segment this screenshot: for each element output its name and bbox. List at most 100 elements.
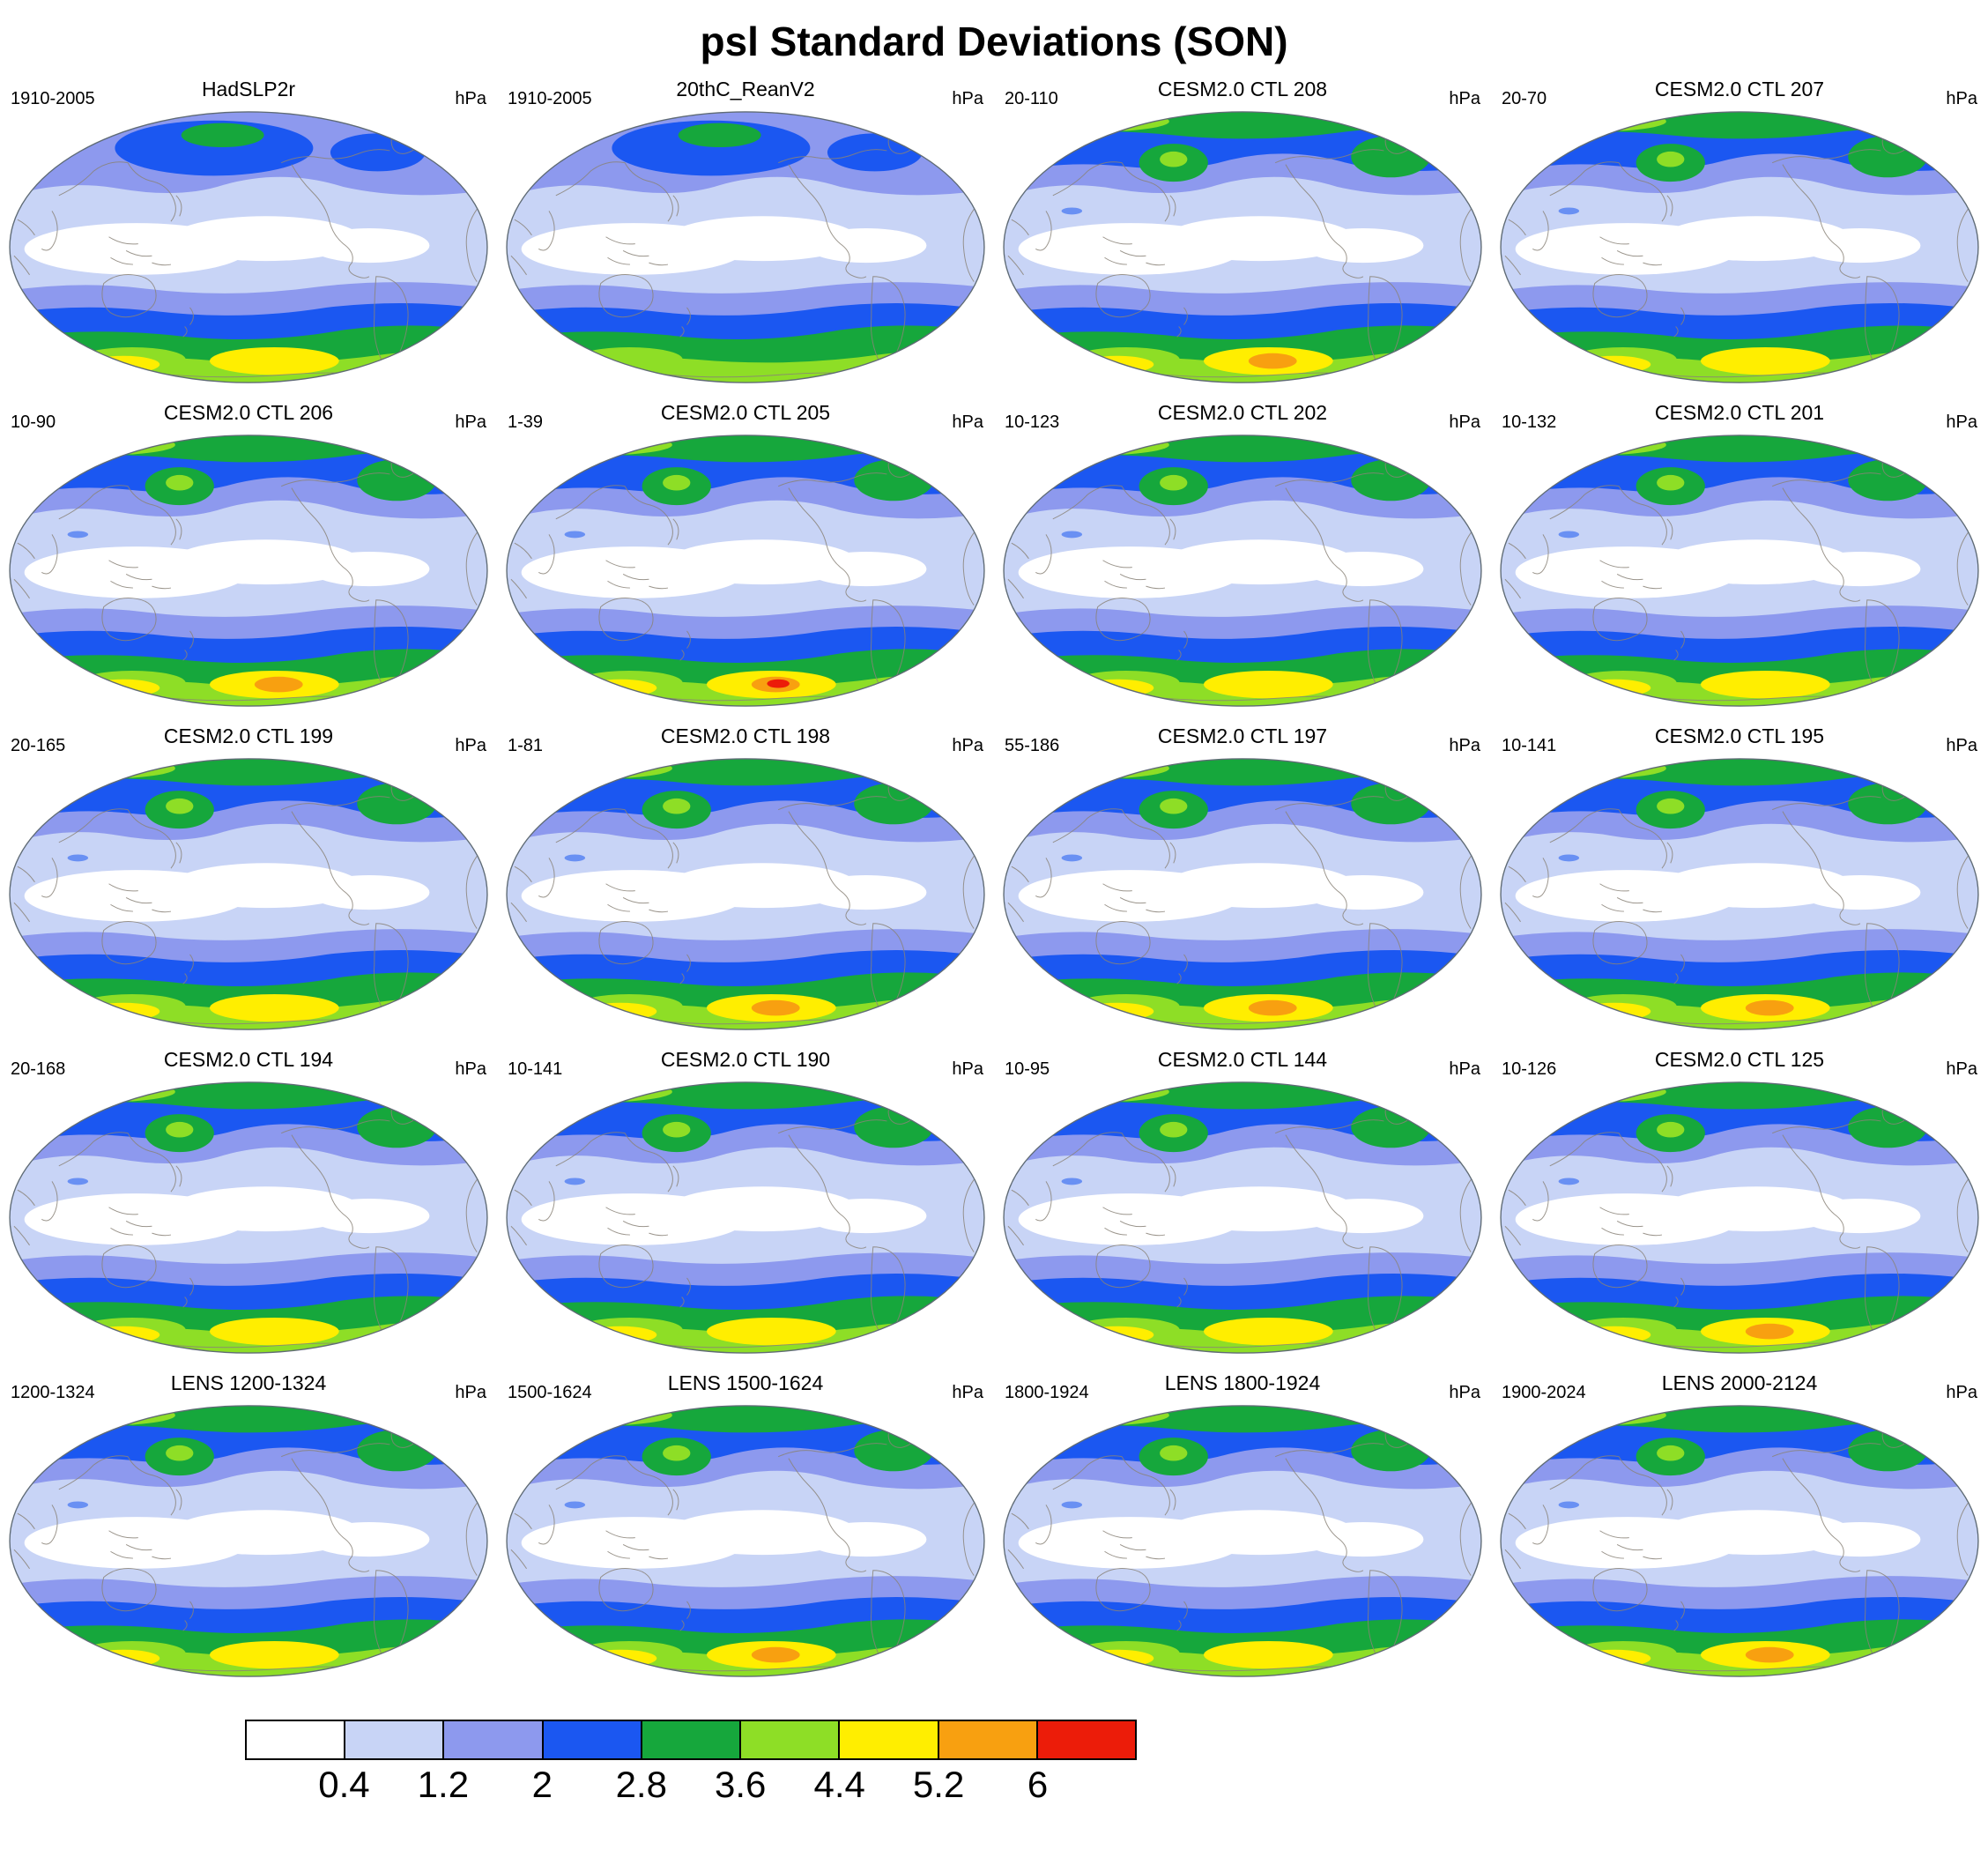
coastline — [58, 485, 176, 546]
panel-header: 1800-1924 LENS 1800-1924 hPa — [1001, 1371, 1484, 1403]
coastline — [13, 866, 35, 923]
panel-period-label: 1910-2005 — [11, 89, 95, 108]
world-map-svg — [506, 758, 985, 1030]
coastline — [1274, 149, 1384, 164]
map-panel: 55-186 CESM2.0 CTL 197 hPa — [994, 723, 1491, 1046]
coastline — [672, 195, 679, 217]
coastline — [108, 560, 172, 590]
panel-header: 1910-2005 20thC_ReanV2 hPa — [504, 78, 987, 109]
panel-period-label: 10-123 — [1005, 412, 1060, 432]
panel-header: 10-132 CESM2.0 CTL 201 hPa — [1498, 401, 1981, 433]
coastline — [1285, 1458, 1347, 1557]
coastline — [1035, 1505, 1052, 1545]
coastline — [1007, 219, 1029, 276]
coastline — [777, 1119, 887, 1134]
coastline — [1285, 164, 1347, 264]
coastline — [538, 211, 555, 251]
colorbar-segment — [937, 1721, 1036, 1758]
panel-header: 1910-2005 HadSLP2r hPa — [7, 78, 490, 109]
coastline — [41, 211, 58, 251]
map-panel: 1-39 CESM2.0 CTL 205 hPa — [497, 399, 994, 723]
world-map — [7, 1403, 490, 1679]
colorbar-tick-label: 5.2 — [912, 1764, 965, 1805]
map-boundary — [1500, 758, 1979, 1030]
panel-header: 10-141 CESM2.0 CTL 190 hPa — [504, 1048, 987, 1080]
colorbar-tick-label: 4.4 — [813, 1764, 865, 1805]
coastline — [555, 485, 673, 546]
coastline — [1095, 274, 1151, 318]
coastline — [1549, 808, 1667, 869]
coastline — [962, 1503, 975, 1576]
panel-header: 20-165 CESM2.0 CTL 199 hPa — [7, 724, 490, 756]
panel-title: HadSLP2r — [201, 78, 296, 100]
coastline — [280, 149, 390, 164]
panel-unit-label: hPa — [1449, 1059, 1480, 1079]
colorbar-segment — [442, 1721, 542, 1758]
coastline — [1342, 1232, 1364, 1249]
panel-period-label: 10-141 — [1502, 736, 1557, 755]
panel-period-label: 20-168 — [11, 1059, 66, 1079]
colorbar: 0.4 1.2 2 2.8 3.6 4.4 5.2 6 — [245, 1720, 1137, 1815]
coastline — [788, 1458, 850, 1557]
map-boundary — [1003, 111, 1482, 383]
coastline — [291, 164, 353, 264]
coastline — [1666, 195, 1673, 217]
coastline — [1504, 219, 1526, 276]
coastline — [1771, 149, 1881, 164]
panel-period-label: 10-90 — [11, 412, 56, 432]
coastline — [13, 219, 35, 276]
panel-header: 10-90 CESM2.0 CTL 206 hPa — [7, 401, 490, 433]
world-map — [504, 1080, 987, 1356]
world-map-svg — [1500, 435, 1979, 707]
map-boundary — [9, 758, 488, 1030]
coastline — [598, 921, 654, 965]
coastline — [679, 1601, 691, 1631]
coastline — [788, 811, 850, 910]
coastline — [1459, 532, 1472, 606]
world-map-svg — [9, 1081, 488, 1354]
coastline — [555, 808, 673, 869]
coastline — [1169, 1165, 1176, 1187]
coastline — [348, 262, 370, 279]
map-panel: 1800-1924 LENS 1800-1924 hPa — [994, 1370, 1491, 1693]
colorbar-tick-label: 2.8 — [615, 1764, 667, 1805]
world-map-svg — [506, 1081, 985, 1354]
coastline — [1169, 518, 1176, 540]
coastline — [777, 796, 887, 811]
map-boundary — [506, 1405, 985, 1677]
coastline — [962, 856, 975, 929]
coastline — [1176, 307, 1188, 338]
panel-title: CESM2.0 CTL 208 — [1157, 78, 1328, 100]
coastline — [1592, 274, 1648, 318]
panel-period-label: 1-81 — [508, 736, 544, 755]
world-map — [7, 433, 490, 709]
coastline — [291, 1458, 353, 1557]
coastline — [348, 585, 370, 602]
coastline — [108, 1530, 172, 1560]
coastline — [58, 808, 176, 869]
coastline — [598, 274, 654, 318]
coastline — [1176, 630, 1188, 661]
coastline — [605, 1207, 669, 1237]
world-map — [1498, 1080, 1981, 1356]
coastline — [1771, 1443, 1881, 1458]
panel-unit-label: hPa — [952, 1383, 983, 1402]
coastline — [1052, 808, 1170, 869]
map-panel: 10-123 CESM2.0 CTL 202 hPa — [994, 399, 1491, 723]
map-panel: 1500-1624 LENS 1500-1624 hPa — [497, 1370, 994, 1693]
panel-title: CESM2.0 CTL 125 — [1654, 1048, 1825, 1071]
coastline — [1459, 1503, 1472, 1576]
coastline — [1035, 858, 1052, 898]
coastline — [182, 630, 194, 661]
coastline — [1169, 842, 1176, 864]
coastline — [679, 307, 691, 338]
coastline — [108, 1207, 172, 1237]
coastline — [845, 262, 867, 279]
coastline — [1504, 542, 1526, 599]
coastline — [679, 1277, 691, 1308]
coastline — [1549, 485, 1667, 546]
coastline — [1052, 161, 1170, 222]
coastline — [182, 1277, 194, 1308]
map-boundary — [1003, 1405, 1482, 1677]
coastline — [13, 1189, 35, 1246]
